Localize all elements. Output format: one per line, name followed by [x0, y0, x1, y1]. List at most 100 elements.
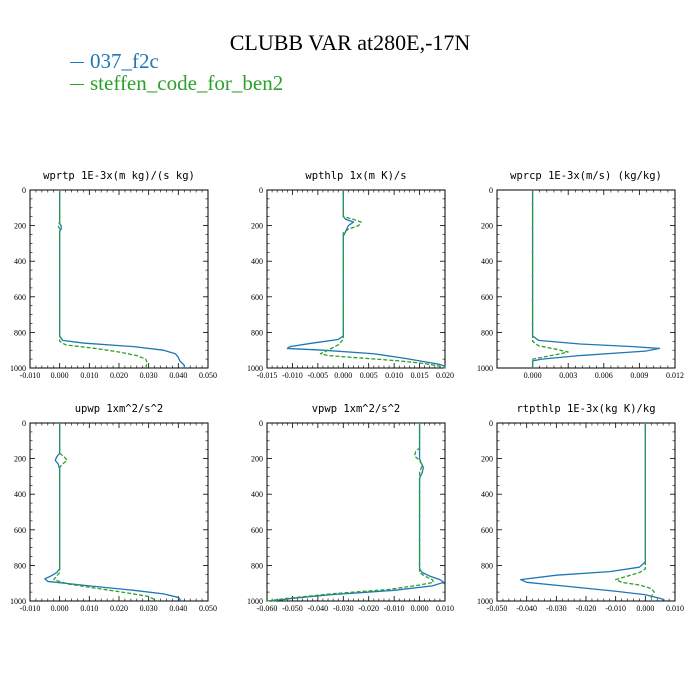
x-tick-label: 0.015 — [411, 371, 429, 380]
x-tick-label: 0.040 — [169, 371, 187, 380]
y-tick-label: 0 — [259, 419, 263, 428]
y-tick-label: 600 — [251, 526, 263, 535]
y-tick-label: 0 — [22, 419, 26, 428]
x-tick-label: -0.040 — [308, 604, 329, 613]
series-line-037_f2c — [59, 190, 185, 368]
y-tick-label: 800 — [251, 561, 263, 570]
y-tick-label: 1000 — [10, 364, 26, 373]
x-tick-label: 0.000 — [51, 604, 69, 613]
x-tick-label: -0.020 — [576, 604, 597, 613]
chart-title: wpthlp 1x(m K)/s — [305, 170, 406, 182]
x-tick-label: 0.050 — [199, 371, 217, 380]
y-tick-label: 800 — [14, 561, 26, 570]
legend-item-2: steffen_code_for_ben2 — [70, 72, 283, 94]
y-tick-label: 0 — [259, 186, 263, 195]
y-tick-label: 200 — [14, 455, 26, 464]
chart-panel-1: wprtp 1E-3x(m kg)/(s kg) -0.010 0.000 0.010… — [10, 170, 217, 380]
chart-title: vpwp 1xm^2/s^2 — [312, 403, 401, 415]
plot-frame — [29, 189, 209, 369]
series-line-steffen_code_for_ben2 — [53, 423, 158, 602]
chart-title: upwp 1xm^2/s^2 — [75, 403, 164, 415]
y-tick-label: 0 — [489, 419, 493, 428]
y-tick-label: 200 — [481, 222, 493, 231]
y-tick-label: 200 — [251, 455, 263, 464]
x-tick-label: 0.005 — [360, 371, 378, 380]
x-tick-label: 0.010 — [80, 371, 98, 380]
series-line-steffen_code_for_ben2 — [531, 190, 569, 368]
x-tick-label: 0.030 — [140, 604, 158, 613]
chart-panel-3: wprcp 1E-3x(m/s) (kg/kg) 0.000 0.003 0.006 0… — [477, 170, 684, 380]
x-tick-label: -0.050 — [487, 604, 508, 613]
legend-item-1: 037_f2c — [70, 50, 283, 72]
x-tick-label: 0.030 — [140, 371, 158, 380]
x-tick-label: -0.005 — [308, 371, 329, 380]
y-tick-label: 1000 — [247, 364, 263, 373]
x-tick-label: 0.010 — [436, 604, 454, 613]
x-tick-label: -0.060 — [257, 604, 278, 613]
y-tick-label: 400 — [251, 257, 263, 266]
y-tick-label: 1000 — [477, 597, 493, 606]
series-line-037_f2c — [286, 190, 446, 368]
legend-label-2: steffen_code_for_ben2 — [90, 71, 284, 95]
y-tick-label: 800 — [481, 561, 493, 570]
y-tick-label: 600 — [14, 526, 26, 535]
chart-panel-5: vpwp 1xm^2/s^2 -0.060 -0.050 -0.040 -0.030 -0… — [247, 403, 454, 613]
x-tick-label: -0.020 — [358, 604, 379, 613]
x-tick-label: 0.003 — [559, 371, 577, 380]
series-line-steffen_code_for_ben2 — [319, 190, 446, 369]
y-tick-label: 400 — [251, 490, 263, 499]
y-tick-label: 1000 — [247, 597, 263, 606]
y-tick-label: 600 — [251, 293, 263, 302]
legend-label-1: 037_f2c — [90, 49, 159, 73]
x-tick-label: 0.000 — [524, 371, 542, 380]
x-tick-label: -0.010 — [20, 604, 41, 613]
x-tick-label: 0.050 — [199, 604, 217, 613]
y-tick-label: 800 — [251, 328, 263, 337]
chart-panel-6: rtpthlp 1E-3x(kg K)/kg -0.050 -0.040 -0.030… — [477, 403, 684, 613]
x-tick-label: -0.010 — [20, 371, 41, 380]
x-tick-label: 0.010 — [666, 604, 684, 613]
x-tick-label: 0.000 — [334, 371, 352, 380]
x-tick-label: 0.000 — [51, 371, 69, 380]
page-title: CLUBB VAR at280E,-17N — [229, 30, 471, 55]
y-tick-label: 600 — [14, 293, 26, 302]
y-tick-label: 200 — [14, 222, 26, 231]
x-tick-label: 0.010 — [80, 604, 98, 613]
x-tick-label: 0.012 — [666, 371, 684, 380]
x-tick-label: -0.010 — [282, 371, 303, 380]
y-tick-label: 0 — [22, 186, 26, 195]
chart-panel-4: upwp 1xm^2/s^2 -0.010 0.000 0.010 0.020 0.030… — [10, 403, 217, 613]
x-tick-label: 0.000 — [411, 604, 429, 613]
x-tick-label: 0.020 — [110, 604, 128, 613]
plot-frame — [496, 422, 676, 602]
x-tick-label: 0.000 — [636, 604, 654, 613]
y-tick-label: 400 — [481, 257, 493, 266]
series-line-steffen_code_for_ben2 — [57, 190, 148, 369]
x-tick-label: 0.020 — [436, 371, 454, 380]
series-line-037_f2c — [531, 190, 661, 368]
x-tick-label: -0.030 — [333, 604, 354, 613]
chart-title: rtpthlp 1E-3x(kg K)/kg — [516, 403, 655, 415]
x-tick-label: -0.010 — [384, 604, 405, 613]
y-tick-label: 800 — [481, 328, 493, 337]
chart-panel-2: wpthlp 1x(m K)/s -0.015 -0.010 -0.005 0.000 0… — [247, 170, 454, 380]
x-tick-label: 0.010 — [385, 371, 403, 380]
y-tick-label: 400 — [14, 257, 26, 266]
series-line-steffen_code_for_ben2 — [266, 423, 435, 602]
y-tick-label: 400 — [14, 490, 26, 499]
x-tick-label: -0.050 — [282, 604, 303, 613]
series-line-037_f2c — [44, 423, 182, 602]
y-tick-label: 600 — [481, 293, 493, 302]
x-tick-label: 0.020 — [110, 371, 128, 380]
y-tick-label: 0 — [489, 186, 493, 195]
y-tick-label: 1000 — [10, 597, 26, 606]
y-tick-label: 200 — [481, 455, 493, 464]
x-tick-label: -0.040 — [516, 604, 537, 613]
x-tick-label: -0.015 — [257, 371, 278, 380]
plot-frame — [29, 422, 209, 602]
series-line-037_f2c — [520, 423, 667, 602]
x-tick-label: -0.010 — [605, 604, 626, 613]
y-tick-label: 800 — [14, 328, 26, 337]
y-tick-label: 400 — [481, 490, 493, 499]
